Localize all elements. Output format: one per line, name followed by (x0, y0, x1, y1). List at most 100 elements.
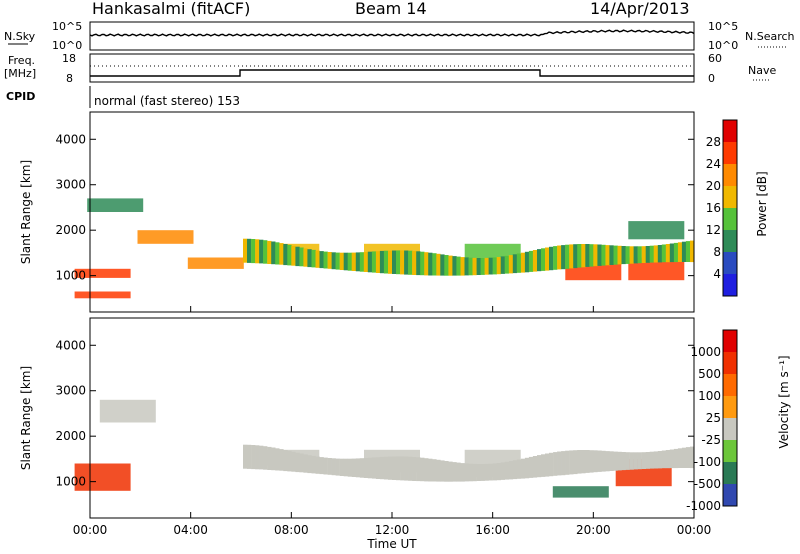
velocity-echo-column (311, 455, 316, 474)
velocity-echo-column (363, 458, 369, 478)
freq-unit: [MHz] (4, 67, 36, 80)
power-echo-column (508, 255, 514, 274)
power-echo-column (375, 251, 381, 273)
power-echo-column (476, 258, 481, 275)
velocity-echo-column (577, 450, 582, 474)
velocity-y-axis: 1000 2000 3000 4000 (55, 338, 694, 489)
power-echo-column (363, 252, 369, 272)
cpid-text: normal (fast stereo) 153 (94, 94, 240, 108)
power-echo-column (388, 250, 393, 274)
velocity-echo-column (271, 447, 276, 471)
power-echo-column (653, 245, 658, 263)
velocity-echo-column (343, 458, 348, 477)
power-colorbar-tick: 24 (706, 157, 721, 171)
power-echo-column (541, 248, 546, 271)
power-echo-column (456, 256, 461, 276)
power-echo-column (633, 246, 638, 264)
velocity-echo-column (247, 444, 252, 469)
power-echo-column (577, 244, 582, 268)
power-echo-column (371, 251, 377, 273)
velocity-echo-column (323, 457, 328, 475)
time-x-axis: 00:00 04:00 08:00 12:00 16:00 20:00 00:00 (73, 306, 711, 537)
power-echo-column (251, 239, 256, 264)
velocity-echo-column (412, 457, 417, 481)
power-echo-column (649, 245, 654, 263)
velocity-echo-column (408, 456, 413, 481)
power-ytick-label: 3000 (55, 178, 86, 192)
velocity-echo-column (444, 461, 449, 482)
velocity-echo-column (512, 460, 518, 480)
velocity-ytick-label: 1000 (55, 475, 86, 489)
power-echo-column (690, 240, 695, 263)
power-echo-column (468, 257, 473, 276)
power-ytick-label: 1000 (55, 269, 86, 283)
power-echo-column (561, 245, 566, 270)
power-echo-column (460, 257, 465, 276)
power-echo-column (243, 238, 248, 263)
nave-label: Nave (748, 64, 776, 77)
velocity-echo-column (677, 448, 683, 468)
power-colorbar-swatch (723, 230, 737, 252)
xtick-label: 12:00 (375, 523, 410, 537)
power-panel-frame (89, 111, 695, 313)
power-y-axis: 1000 2000 3000 4000 (55, 132, 694, 283)
velocity-echo-column (597, 450, 602, 472)
power-echo-column (528, 250, 534, 272)
power-echo-column (279, 243, 284, 265)
power-echo-column (685, 241, 691, 262)
velocity-colorbar-tick: 1000 (690, 345, 721, 359)
velocity-echo-column (464, 463, 469, 482)
power-echo-column (400, 250, 405, 275)
velocity-band-1 (99, 399, 156, 423)
velocity-echo-column (319, 457, 324, 475)
velocity-echo-column (388, 456, 393, 480)
power-colorbar-swatch (723, 120, 737, 142)
power-echo-column (444, 255, 449, 276)
velocity-echo-column (468, 463, 473, 482)
power-ytick-label: 2000 (55, 223, 86, 237)
velocity-colorbar-swatch (723, 352, 737, 374)
xtick-label: 04:00 (173, 523, 208, 537)
power-echo-column (516, 253, 522, 273)
velocity-echo-column (665, 450, 671, 469)
velocity-echo-column (641, 452, 646, 469)
power-echo-column (669, 243, 675, 263)
nave-tick-top: 60 (708, 52, 722, 65)
power-echo-column (657, 245, 663, 263)
power-band-2 (87, 198, 144, 212)
power-echo-column (581, 244, 586, 268)
power-band-9 (628, 257, 685, 281)
velocity-echo-column (335, 458, 340, 476)
velocity-echo-column (432, 459, 437, 482)
velocity-ylabel: Slant Range [km] (19, 366, 33, 470)
beam-title: Beam 14 (355, 0, 427, 18)
nsky-tick-top: 10^5 (52, 20, 82, 33)
power-echo-column (480, 258, 485, 275)
velocity-echo-column (283, 450, 288, 472)
nsky-trace (89, 29, 695, 37)
power-echo-column (557, 245, 562, 270)
power-echo-column (255, 239, 260, 264)
power-echo-column (545, 247, 550, 271)
velocity-echo-column (613, 451, 618, 471)
velocity-echo-column (488, 463, 493, 481)
velocity-ytick-label: 4000 (55, 338, 86, 352)
velocity-echo-column (327, 458, 332, 475)
velocity-echo-column (561, 451, 566, 476)
power-echo-column (343, 252, 348, 271)
power-echo-column (379, 250, 385, 274)
velocity-echo-column (649, 451, 654, 469)
nave-tick-bottom: 0 (708, 72, 715, 85)
velocity-colorbar-tick: 100 (698, 389, 721, 403)
nsearch-tick-bottom: 10^0 (708, 39, 738, 52)
velocity-echo-column (392, 456, 397, 480)
freq-panel (89, 53, 695, 83)
velocity-ytick-label: 3000 (55, 384, 86, 398)
power-band-1 (74, 291, 131, 299)
velocity-echo-column (508, 461, 514, 480)
power-colorbar-swatch (723, 252, 737, 274)
velocity-echo-column (355, 458, 361, 478)
velocity-colorbar-swatch (723, 484, 737, 506)
velocity-echo-column (532, 456, 538, 478)
power-echo-column (524, 251, 530, 273)
